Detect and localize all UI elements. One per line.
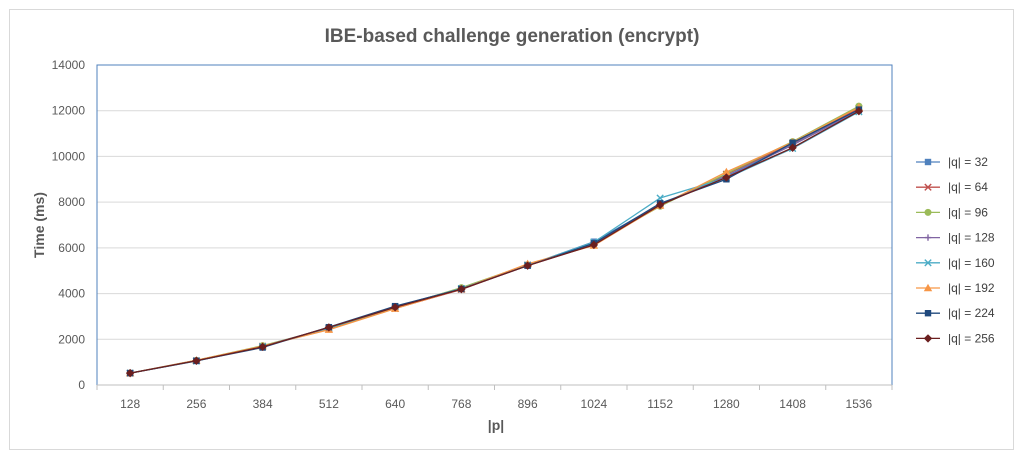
data-point [589, 240, 599, 250]
series-7 [126, 106, 863, 377]
series-1 [126, 107, 863, 377]
legend-label: |q| = 32 [948, 155, 988, 169]
legend-marker [924, 183, 932, 191]
legend-marker [923, 283, 933, 292]
plot-border [96, 64, 893, 386]
x-tick-label: 1280 [713, 397, 740, 411]
y-tick-label: 2000 [58, 332, 85, 346]
series-line [130, 111, 860, 374]
x-tick-label: 768 [451, 397, 471, 411]
series-6 [125, 103, 864, 377]
y-tick-label: 6000 [58, 241, 85, 255]
series-2 [126, 104, 863, 377]
chart-title: IBE-based challenge generation (encrypt) [325, 26, 700, 47]
legend-label: |q| = 256 [948, 331, 995, 345]
x-tick-label: 640 [385, 397, 405, 411]
chart-frame: IBE-based challenge generation (encrypt)… [9, 9, 1014, 450]
series-line [130, 106, 860, 374]
series-3 [126, 102, 863, 377]
legend-label: |q| = 64 [948, 180, 988, 194]
series-line [130, 110, 860, 374]
legend-marker [924, 310, 932, 317]
series-line [130, 109, 860, 374]
legend-label: |q| = 224 [948, 306, 995, 320]
series-line [130, 110, 860, 374]
x-tick-label: 512 [319, 397, 339, 411]
data-point [722, 167, 731, 176]
plot-area: 0 2000 4000 6000 8000 10000 12000 14000 128 256 38… [52, 58, 893, 411]
x-tick-label: 1024 [581, 397, 608, 411]
x-tick-label: 1536 [846, 397, 873, 411]
x-tick-label: 384 [253, 397, 273, 411]
legend-marker [924, 234, 932, 241]
y-tick-label: 0 [78, 378, 85, 392]
y-tick-label: 4000 [58, 287, 85, 301]
data-point [722, 173, 731, 182]
y-tick-label: 14000 [52, 58, 86, 72]
y-tick-label: 12000 [52, 104, 86, 118]
legend-label: |q| = 160 [948, 256, 995, 270]
x-tick-label: 256 [186, 397, 206, 411]
legend-marker [923, 334, 933, 343]
legend-item: |q| = 32 [916, 155, 988, 169]
series-5 [126, 108, 863, 377]
legend-marker [924, 259, 932, 267]
legend-item: |q| = 96 [916, 205, 988, 219]
y-tick-label: 10000 [52, 149, 86, 163]
legend-item: |q| = 256 [916, 331, 995, 345]
series-8 [125, 106, 864, 378]
x-tick-label: 896 [518, 397, 538, 411]
data-point [390, 303, 400, 312]
series-line [130, 105, 860, 374]
legend-item: |q| = 192 [916, 281, 995, 295]
legend-label: |q| = 128 [948, 231, 995, 245]
data-point [854, 106, 864, 116]
line-chart: IBE-based challenge generation (encrypt)… [31, 26, 995, 433]
legend-item: |q| = 224 [916, 306, 995, 320]
x-tick-label: 1408 [779, 397, 806, 411]
y-tick-label: 8000 [58, 195, 85, 209]
legend-marker [924, 158, 932, 166]
x-tick-label: 128 [120, 397, 140, 411]
data-point [789, 139, 796, 146]
data-point [788, 143, 797, 152]
series-line [130, 108, 860, 374]
data-point [457, 285, 466, 294]
data-point [258, 342, 267, 352]
data-point [655, 200, 665, 210]
legend: |q| = 32 |q| = 64 |q| = 96 |q| = 128 |q| = 1… [916, 155, 995, 345]
x-axis-title: |p| [488, 417, 504, 433]
data-point [192, 356, 201, 365]
legend-label: |q| = 192 [948, 281, 995, 295]
y-axis-title: Time (ms) [31, 192, 47, 258]
data-point [523, 261, 532, 270]
legend-item: |q| = 64 [916, 180, 988, 194]
data-point [324, 323, 334, 332]
series-4 [126, 107, 863, 377]
legend-label: |q| = 96 [948, 205, 988, 219]
series-line [130, 107, 860, 374]
legend-item: |q| = 128 [916, 231, 995, 245]
legend-item: |q| = 160 [916, 256, 995, 270]
x-tick-label: 1152 [647, 397, 673, 411]
legend-marker [924, 208, 932, 216]
